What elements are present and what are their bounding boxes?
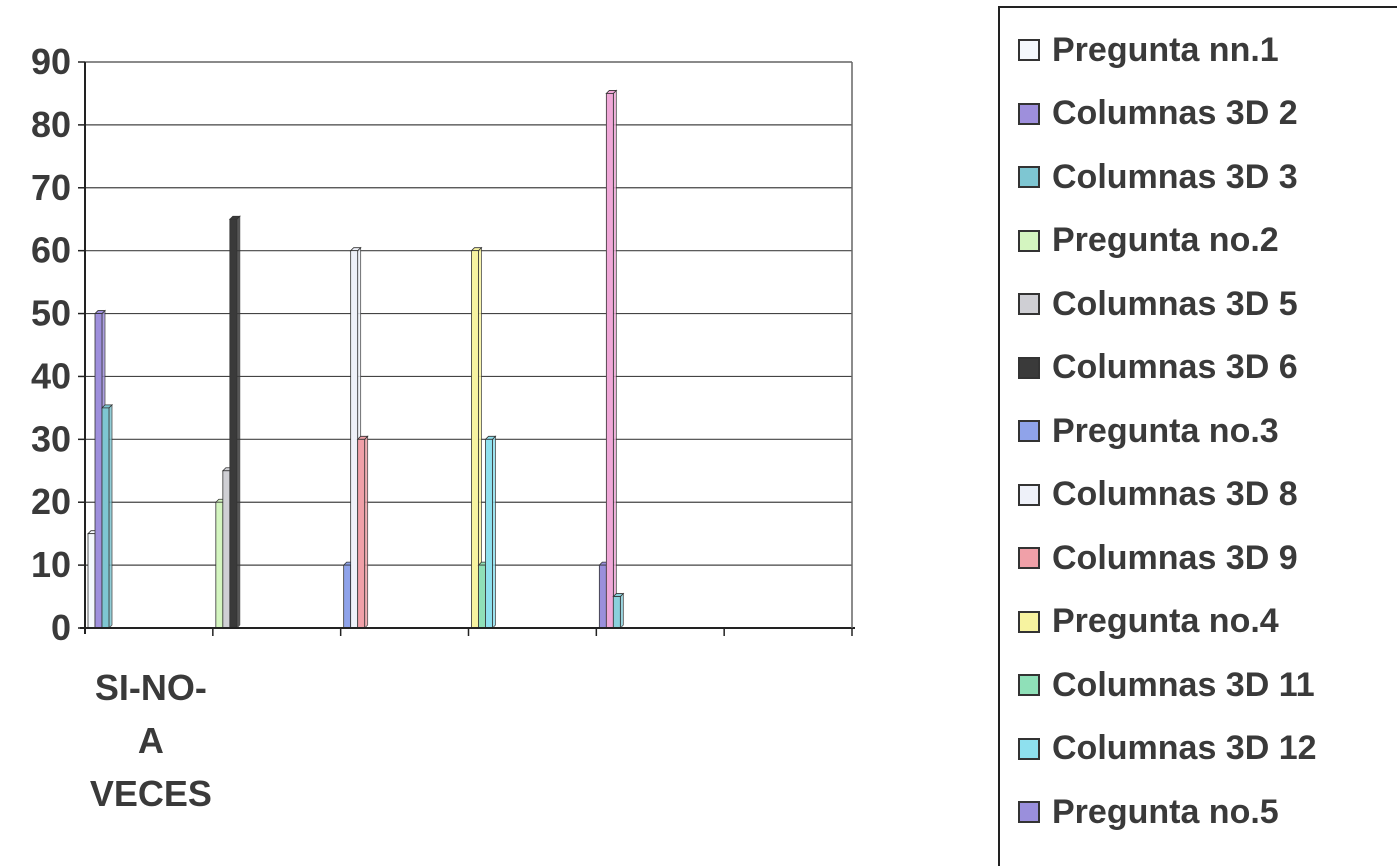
y-tick-label: 90 (31, 41, 71, 82)
legend-label: Pregunta no.2 (1052, 221, 1279, 259)
legend-swatch (1018, 610, 1040, 633)
category-label: A (138, 720, 164, 761)
legend-swatch (1018, 737, 1040, 760)
bar (228, 215, 241, 629)
category-label: VECES (90, 773, 212, 814)
bar (484, 435, 497, 629)
legend-item: Columnas 3D 8 (1018, 475, 1298, 515)
legend-label: Pregunta no.3 (1052, 411, 1279, 450)
legend-label: Columnas 3D 2 (1052, 94, 1298, 132)
y-tick-label: 20 (31, 481, 71, 522)
legend-item: Columnas 3D 11 (1018, 665, 1315, 705)
legend-label: Columnas 3D 3 (1052, 157, 1298, 196)
legend-swatch (1018, 356, 1040, 379)
bar-chart: 0 10 20 30 40 50 60 70 80 90 SI-NO- A VECES (31, 41, 855, 814)
legend-item: Columnas 3D 5 (1018, 284, 1298, 324)
legend-swatch (1018, 547, 1040, 569)
legend-label: Columnas 3D 5 (1052, 284, 1298, 323)
legend-item: Pregunta no.5 (1018, 792, 1279, 832)
axes (80, 62, 855, 634)
bar (605, 89, 618, 629)
legend-item: Pregunta no.2 (1018, 221, 1279, 261)
legend-swatch (1018, 102, 1040, 125)
legend-label: Pregunta no.4 (1052, 602, 1279, 640)
legend-item: Columnas 3D 2 (1018, 94, 1298, 134)
legend-label: Columnas 3D 8 (1052, 475, 1298, 513)
legend-label: Columnas 3D 6 (1052, 348, 1298, 386)
legend-item: Pregunta no.3 (1018, 411, 1279, 451)
legend-item: Columnas 3D 3 (1018, 157, 1298, 197)
bar (356, 435, 369, 629)
y-tick-label: 0 (51, 607, 71, 648)
y-tick-label: 80 (31, 104, 71, 145)
legend-label: Columnas 3D 11 (1052, 665, 1315, 704)
y-tick-label: 10 (31, 544, 71, 585)
legend-item: Columnas 3D 9 (1018, 538, 1298, 578)
legend: Pregunta nn.1 Columnas 3D 2 Columnas 3D 3 P… (998, 6, 1397, 866)
legend-item: Pregunta nn.1 (1018, 30, 1279, 70)
gridlines (85, 61, 852, 566)
legend-swatch (1018, 166, 1040, 188)
legend-swatch (1018, 293, 1040, 315)
legend-swatch (1018, 674, 1040, 696)
legend-label: Columnas 3D 12 (1052, 729, 1317, 767)
legend-swatch (1018, 229, 1040, 252)
y-tick-label: 70 (31, 167, 71, 208)
legend-swatch (1018, 483, 1040, 506)
legend-swatch (1018, 420, 1040, 442)
legend-item: Pregunta no.4 (1018, 602, 1279, 642)
legend-swatch (1018, 39, 1040, 61)
legend-label: Columnas 3D 9 (1052, 538, 1298, 577)
legend-label: Pregunta no.5 (1052, 792, 1279, 831)
category-labels: SI-NO- A VECES (90, 667, 212, 814)
bar-group (87, 89, 625, 629)
legend-swatch (1018, 801, 1040, 823)
y-tick-label: 30 (31, 418, 71, 459)
x-ticks (212, 628, 853, 636)
y-tick-label: 60 (31, 230, 71, 271)
y-tick-labels: 0 10 20 30 40 50 60 70 80 90 (31, 41, 85, 648)
legend-item: Columnas 3D 6 (1018, 348, 1298, 388)
bar (101, 403, 113, 629)
bar (612, 592, 625, 629)
y-tick-label: 50 (31, 293, 71, 334)
category-label: SI-NO- (95, 667, 207, 708)
legend-item: Columnas 3D 12 (1018, 729, 1317, 769)
legend-label: Pregunta nn.1 (1052, 30, 1279, 69)
y-tick-label: 40 (31, 355, 71, 396)
